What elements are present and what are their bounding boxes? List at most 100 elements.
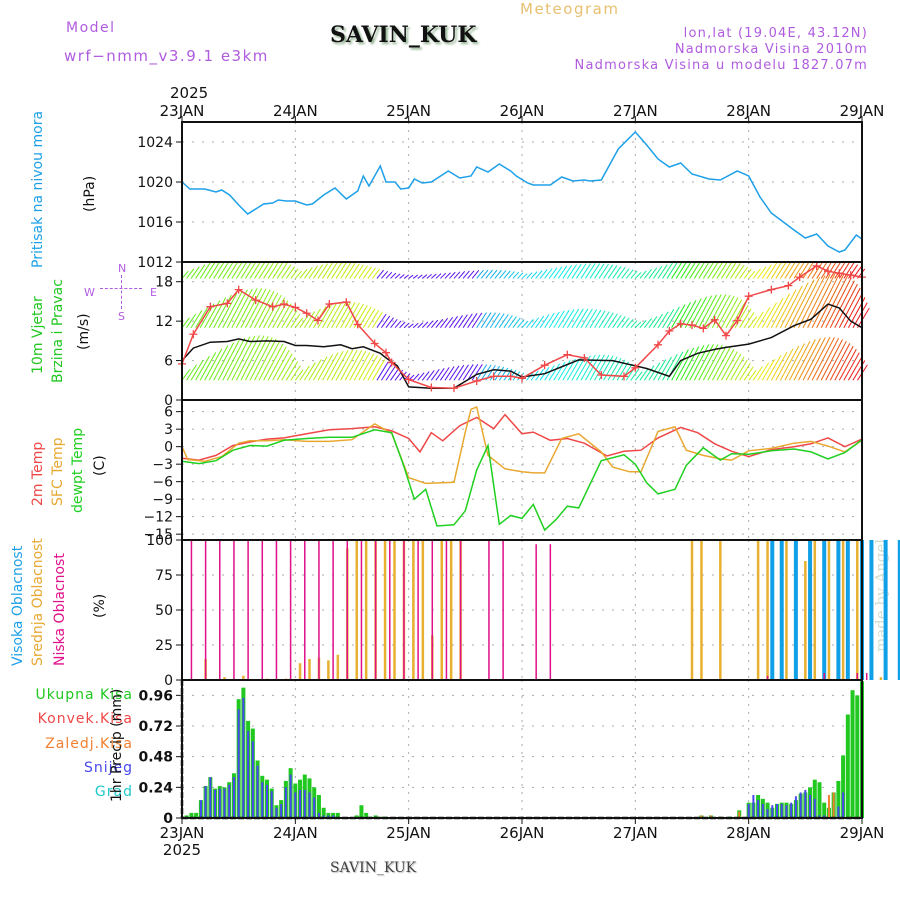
wind-gust-marker	[812, 261, 821, 270]
wind-barb	[254, 338, 277, 381]
wind-barb	[675, 347, 695, 381]
wind-barb	[417, 322, 424, 329]
wind-barb	[580, 308, 593, 328]
wind-barb	[507, 316, 517, 329]
wind-barb	[467, 313, 478, 328]
wind-barb	[512, 371, 521, 381]
wind-barb	[843, 262, 855, 279]
cloud-bar-niska	[459, 540, 462, 680]
wind-barb	[458, 271, 466, 279]
wind-barb	[294, 270, 302, 279]
wind-barb	[376, 313, 387, 328]
wind-barb	[217, 261, 230, 279]
wind-barb	[498, 270, 507, 279]
precip-snow-bar	[266, 784, 268, 818]
wind-barb	[834, 283, 858, 328]
precip-snow-bar	[809, 795, 812, 818]
model-elevation-label: Nadmorska Visina u modelu 1827.07m	[574, 58, 868, 73]
precip-total-bar	[822, 802, 827, 818]
wind-barb	[807, 336, 831, 381]
wind-barb	[847, 356, 863, 381]
wind-barb	[752, 268, 761, 279]
wind-barb	[634, 272, 642, 279]
wind-barb	[399, 274, 405, 279]
precip-snow-bar	[752, 795, 755, 818]
precip-total-bar	[836, 780, 841, 818]
wind-barb	[444, 316, 454, 329]
precip-snow-bar	[209, 777, 212, 818]
wind-barb	[802, 337, 826, 381]
wind-barb	[453, 364, 465, 381]
x-tick-label-bottom: 24JAN	[273, 824, 318, 842]
station-title: SAVIN_KUK	[330, 22, 477, 48]
wind-barb	[498, 314, 509, 328]
wind-barb	[231, 261, 243, 279]
wind-barb	[308, 359, 322, 381]
wind-barb	[743, 268, 752, 279]
wind-barb	[430, 369, 440, 381]
wind-barb	[285, 266, 295, 279]
sfc-temp-line	[181, 405, 863, 485]
wind-barb	[217, 292, 238, 328]
wind-barb	[426, 320, 434, 329]
wind-barb	[199, 262, 211, 279]
wind-barb	[258, 261, 270, 279]
cloud-bar-niska	[289, 540, 292, 680]
cloud-bar-niska	[549, 544, 552, 680]
x-tick-label-top: 25JAN	[386, 102, 431, 120]
wind-barb	[421, 321, 429, 329]
precip-snow-bar	[204, 786, 207, 818]
cloud-bar-srednja	[336, 654, 340, 680]
pressure-line	[181, 130, 863, 253]
wind-barb	[267, 297, 286, 328]
cloud-bar-srednja	[719, 540, 722, 680]
wind-barb	[598, 311, 610, 328]
wind-barb	[657, 356, 672, 381]
precip-snow-bar	[332, 815, 335, 818]
wind-barb	[390, 367, 400, 381]
precip-total-bar	[364, 812, 369, 818]
wind-barb	[299, 268, 308, 279]
wind-barb	[607, 313, 618, 328]
wind-barb	[730, 263, 741, 279]
wind-barb	[657, 311, 669, 328]
wind-barb	[417, 274, 423, 279]
cloud-bar-srednja	[440, 540, 443, 680]
wind-barb	[444, 366, 455, 381]
wind-gust-marker	[353, 320, 362, 329]
wind-barb	[326, 262, 338, 279]
wind-gust-marker	[744, 292, 753, 301]
wind-barb	[503, 270, 511, 279]
wind-barb	[793, 261, 805, 279]
wind-barb	[779, 345, 800, 381]
wind-barb	[254, 261, 266, 279]
precip-snow-bar	[842, 792, 845, 818]
cloud-bar-niska	[275, 540, 278, 680]
wind-barb	[721, 297, 739, 328]
legend-total-rain: Ukupna Kisa	[35, 687, 133, 703]
wind-barb	[829, 280, 855, 328]
wind-gust-marker	[223, 299, 232, 308]
y-tick-label: 0	[164, 673, 173, 689]
y-tick-label: 0.24	[138, 780, 173, 796]
x-tick-label-top: 23JAN	[160, 102, 205, 120]
cloud-bar-srednja	[383, 540, 387, 680]
wind-barb	[571, 308, 584, 328]
y-tick-label: 0.48	[138, 750, 173, 766]
wind-barb	[594, 354, 610, 381]
wind-barb	[467, 270, 475, 279]
wind-barb	[322, 352, 339, 381]
wind-barb	[684, 345, 705, 381]
wind-gust-marker	[370, 339, 379, 348]
wind-barb	[358, 265, 368, 279]
wind-barb	[507, 369, 517, 381]
wind-barb	[662, 309, 675, 328]
wind-barb	[616, 267, 626, 279]
wind-barb	[204, 261, 216, 279]
wind-barb	[594, 310, 606, 328]
cloud-bar-niska	[502, 540, 504, 680]
cloud-bar-visoka	[836, 540, 841, 680]
wind-barb	[240, 261, 252, 279]
wind-barb	[725, 261, 737, 279]
wind-barb	[653, 313, 663, 328]
